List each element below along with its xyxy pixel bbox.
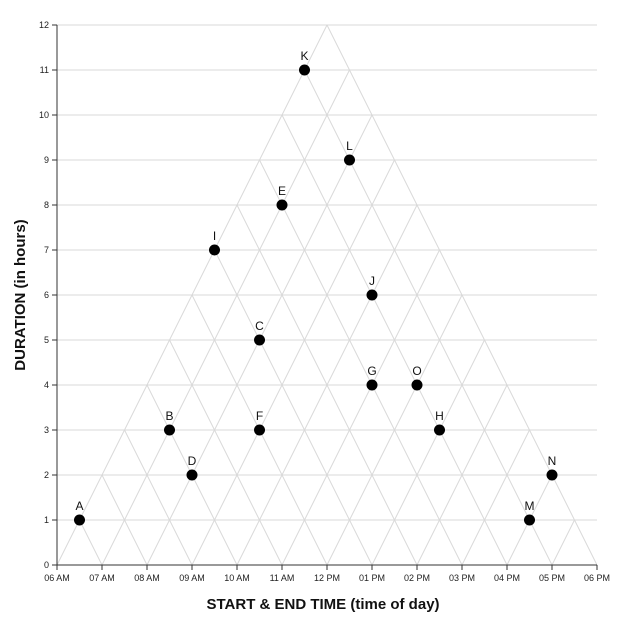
y-tick-label: 2 (44, 470, 49, 480)
y-tick-label: 4 (44, 380, 49, 390)
grid-line-diagonal (191, 159, 395, 566)
data-point (411, 379, 423, 391)
y-tick-label: 1 (44, 515, 49, 525)
triangular-grid (56, 24, 598, 566)
point-label: I (213, 229, 216, 243)
grid-line-diagonal (101, 69, 350, 566)
y-tick-label: 11 (40, 65, 49, 75)
point-label: F (256, 409, 263, 423)
grid-line-diagonal (371, 339, 485, 566)
point-label: E (278, 184, 286, 198)
data-point (254, 424, 265, 436)
data-point (434, 424, 445, 436)
y-tick-label: 5 (44, 335, 49, 345)
x-tick-label: 10 AM (224, 573, 250, 583)
x-tick-label: 06 PM (584, 573, 610, 583)
grid-line-diagonal (304, 69, 553, 566)
grid-line-diagonal (101, 474, 148, 566)
point-label: D (188, 454, 197, 468)
y-tick-label: 10 (39, 110, 49, 120)
point-label: N (548, 454, 557, 468)
point-label: O (412, 364, 421, 378)
grid-line-diagonal (461, 429, 530, 566)
point-label: L (346, 139, 353, 153)
grid-line-diagonal (169, 339, 283, 566)
grid-line-diagonal (214, 249, 373, 566)
x-tick-label: 04 PM (494, 573, 520, 583)
x-tick-label: 03 PM (449, 573, 475, 583)
grid-line-diagonal (551, 519, 575, 566)
grid-line-diagonal (281, 114, 508, 566)
data-point (209, 244, 220, 256)
x-tick-label: 06 AM (44, 573, 70, 583)
point-label: A (75, 499, 83, 513)
data-points: A B C D E F G H I J K L M N O (74, 49, 558, 526)
point-label: J (369, 274, 375, 288)
data-point (366, 289, 378, 301)
y-tick-label: 0 (44, 560, 49, 570)
data-point (524, 514, 535, 526)
grid-line-diagonal (79, 519, 103, 566)
grid-line-diagonal (281, 249, 440, 566)
x-tick-label: 09 AM (179, 573, 205, 583)
y-tick-label: 6 (44, 290, 49, 300)
point-label: G (367, 364, 376, 378)
y-tick-label: 7 (44, 245, 49, 255)
data-point (366, 379, 378, 391)
x-tick-label: 07 AM (89, 573, 115, 583)
data-point (74, 514, 85, 526)
y-axis-title: DURATION (in hours) (12, 219, 29, 370)
point-label: B (165, 409, 173, 423)
point-label: M (525, 499, 535, 513)
point-label: K (300, 49, 308, 63)
data-point (276, 199, 288, 211)
y-tick-label: 9 (44, 155, 49, 165)
data-point (344, 154, 355, 166)
point-label: H (435, 409, 444, 423)
x-tick-label: 08 AM (134, 573, 160, 583)
grid-line-diagonal (124, 429, 193, 566)
x-tick-label: 11 AM (270, 573, 295, 583)
point-label: C (255, 319, 264, 333)
x-tick-label: 05 PM (539, 573, 565, 583)
grid-line-diagonal (259, 159, 463, 566)
data-point (186, 469, 198, 481)
grid-line-diagonal (236, 204, 418, 566)
y-tick-label: 3 (44, 425, 49, 435)
x-tick-label: 02 PM (404, 573, 430, 583)
x-axis-title: START & END TIME (time of day) (206, 596, 439, 613)
y-tick-label: 12 (39, 20, 49, 30)
x-tick-label: 12 PM (314, 573, 340, 583)
x-tick-label: 01 PM (359, 573, 385, 583)
data-point (546, 469, 558, 481)
data-point (299, 64, 310, 76)
data-point (164, 424, 175, 436)
data-point (254, 334, 265, 346)
x-axis-ticks: 06 AM 07 AM 08 AM 09 AM 10 AM 11 AM 12 PM 01 PM… (44, 565, 610, 583)
y-tick-label: 8 (44, 200, 49, 210)
